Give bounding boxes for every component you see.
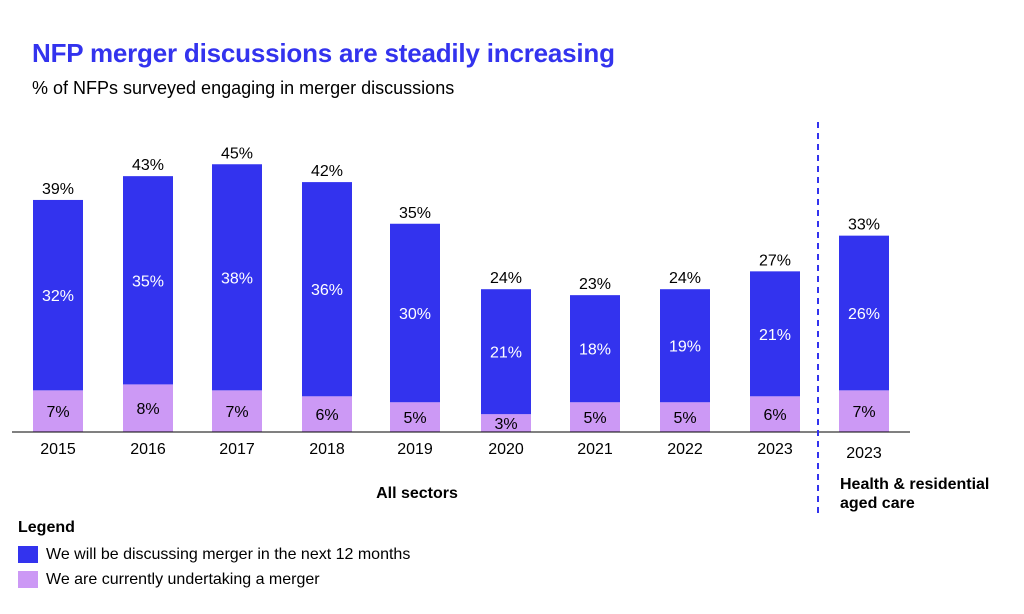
- bar-discussing: [660, 289, 710, 403]
- label-total: 27%: [759, 252, 791, 269]
- bar-undertaking: [123, 384, 173, 432]
- group-label-health-aged-care: aged care: [840, 495, 915, 512]
- label-total: 42%: [311, 163, 343, 180]
- bar-undertaking: [212, 390, 262, 432]
- x-tick-label: 2015: [40, 441, 76, 458]
- bar-discussing: [570, 295, 620, 403]
- label-total: 39%: [42, 181, 74, 198]
- bar-undertaking: [390, 402, 440, 432]
- x-tick-label: 2017: [219, 441, 255, 458]
- label-undertaking: 6%: [315, 407, 338, 424]
- label-discussing: 21%: [759, 327, 791, 344]
- label-undertaking: 6%: [763, 407, 786, 424]
- label-discussing: 30%: [399, 306, 431, 323]
- label-discussing: 18%: [579, 342, 611, 359]
- label-total: 23%: [579, 276, 611, 293]
- label-total: 33%: [848, 217, 880, 234]
- bar-discussing: [212, 164, 262, 391]
- label-discussing: 19%: [669, 339, 701, 356]
- x-tick-label: 2019: [397, 441, 433, 458]
- bar-discussing: [302, 182, 352, 397]
- label-discussing: 35%: [132, 273, 164, 290]
- legend-swatch-undertaking: [18, 571, 38, 588]
- label-undertaking: 8%: [136, 401, 159, 418]
- bar-discussing: [390, 223, 440, 403]
- label-discussing: 26%: [848, 306, 880, 323]
- legend-label-undertaking: We are currently undertaking a merger: [46, 570, 320, 588]
- bar-discussing: [750, 271, 800, 397]
- x-tick-label: 2023: [757, 441, 793, 458]
- bar-undertaking: [302, 396, 352, 432]
- legend: Legend We will be discussing merger in t…: [18, 519, 410, 592]
- legend-title: Legend: [18, 519, 75, 536]
- x-tick-label: 2023: [846, 445, 882, 462]
- x-tick-label: 2021: [577, 441, 613, 458]
- legend-item-undertaking: We are currently undertaking a merger: [18, 567, 410, 592]
- bar-undertaking: [750, 396, 800, 432]
- x-tick-label: 2016: [130, 441, 166, 458]
- label-undertaking: 5%: [403, 410, 426, 427]
- label-discussing: 21%: [490, 345, 522, 362]
- bar-discussing: [123, 176, 173, 385]
- label-undertaking: 7%: [852, 404, 875, 421]
- label-undertaking: 7%: [46, 404, 69, 421]
- label-undertaking: 5%: [673, 410, 696, 427]
- bar-undertaking: [839, 390, 889, 432]
- x-tick-label: 2022: [667, 441, 703, 458]
- bar-undertaking: [33, 390, 83, 432]
- label-discussing: 36%: [311, 282, 343, 299]
- label-discussing: 32%: [42, 288, 74, 305]
- label-discussing: 38%: [221, 270, 253, 287]
- x-tick-label: 2018: [309, 441, 345, 458]
- bar-undertaking: [570, 402, 620, 432]
- chart-title: NFP merger discussions are steadily incr…: [32, 38, 615, 68]
- legend-item-discussing: We will be discussing merger in the next…: [18, 542, 410, 567]
- legend-swatch-discussing: [18, 546, 38, 563]
- bar-discussing: [33, 199, 83, 391]
- label-total: 43%: [132, 157, 164, 174]
- label-undertaking: 3%: [494, 416, 517, 433]
- bar-discussing: [481, 289, 531, 415]
- legend-label-discussing: We will be discussing merger in the next…: [46, 545, 411, 563]
- label-total: 35%: [399, 205, 431, 222]
- label-total: 24%: [669, 270, 701, 287]
- bar-undertaking: [481, 414, 531, 432]
- label-total: 45%: [221, 145, 253, 162]
- label-total: 24%: [490, 270, 522, 287]
- bar-undertaking: [660, 402, 710, 432]
- label-undertaking: 5%: [583, 410, 606, 427]
- chart-subtitle: % of NFPs surveyed engaging in merger di…: [32, 78, 455, 98]
- group-label-all-sectors: All sectors: [376, 485, 458, 502]
- x-tick-label: 2020: [488, 441, 524, 458]
- group-label-health-aged-care: Health & residential: [840, 476, 989, 493]
- bar-discussing: [839, 235, 889, 391]
- label-undertaking: 7%: [225, 404, 248, 421]
